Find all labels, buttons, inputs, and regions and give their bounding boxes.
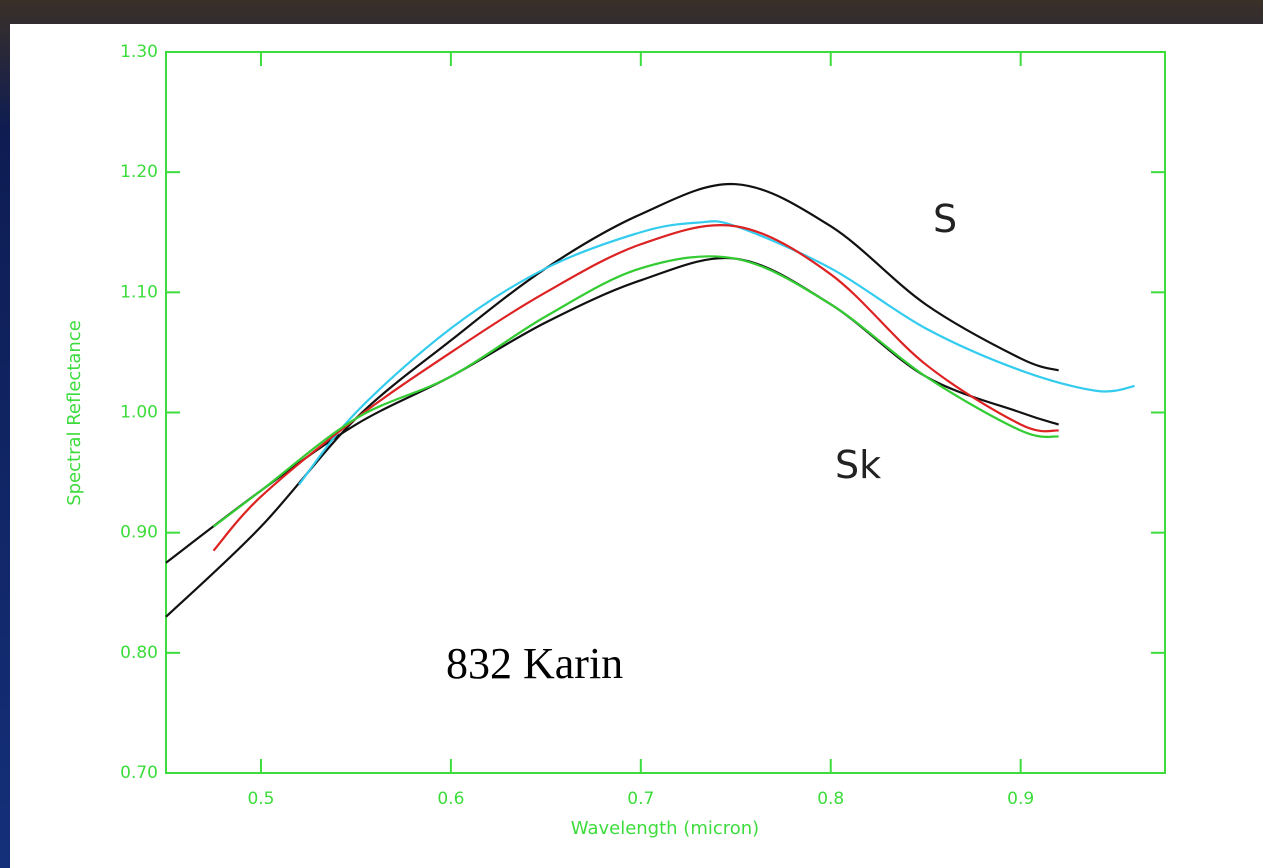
annotation: S xyxy=(933,197,957,241)
y-tick-label: 0.80 xyxy=(120,643,158,663)
series-line xyxy=(298,220,1135,486)
y-tick-label: 0.70 xyxy=(120,763,158,783)
y-axis-label: Spectral Reflectance xyxy=(64,320,85,506)
y-tick-label: 1.30 xyxy=(120,42,158,62)
x-tick-label: 0.7 xyxy=(627,789,654,809)
x-axis-label: Wavelength (micron) xyxy=(571,818,759,839)
series-line xyxy=(212,224,1059,552)
x-tick-label: 0.5 xyxy=(247,789,274,809)
annotation: 832 Karin xyxy=(446,639,623,688)
x-tick-label: 0.6 xyxy=(437,789,464,809)
x-tick-label: 0.9 xyxy=(1007,789,1034,809)
x-tick-label: 0.8 xyxy=(817,789,844,809)
plot-panel xyxy=(10,24,1263,868)
y-tick-label: 1.00 xyxy=(120,403,158,423)
y-tick-label: 1.10 xyxy=(120,282,158,302)
series-line xyxy=(212,255,1059,528)
y-tick-label: 1.20 xyxy=(120,162,158,182)
annotation: Sk xyxy=(835,443,881,487)
y-tick-label: 0.90 xyxy=(120,523,158,543)
